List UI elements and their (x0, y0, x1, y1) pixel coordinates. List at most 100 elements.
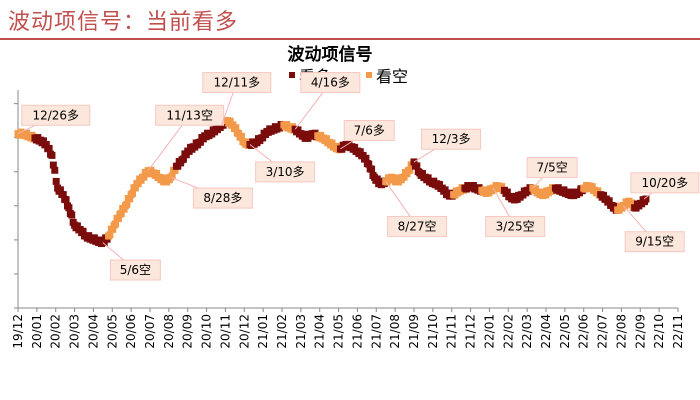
bear-signal-point (153, 170, 161, 178)
bull-signal-point (48, 151, 56, 159)
legend-label-bear: 看空 (376, 67, 408, 86)
x-tick-label: 20/02 (49, 314, 63, 349)
bull-signal-point (600, 191, 608, 199)
annotation-label: 8/28多 (203, 191, 242, 205)
x-tick-label: 21/04 (313, 314, 327, 349)
annotation-label: 7/5空 (536, 161, 567, 175)
bull-signal-point (362, 154, 370, 162)
bear-signal-point (129, 189, 137, 197)
x-tick-label: 22/07 (596, 314, 610, 349)
x-tick-label: 21/09 (407, 314, 421, 349)
bear-signal-point (498, 183, 506, 191)
bull-signal-point (605, 197, 613, 205)
annotation-box (421, 128, 482, 150)
x-tick-label: 20/07 (143, 314, 157, 349)
bear-signal-point (390, 174, 398, 182)
bear-signal-point (232, 124, 240, 132)
annotation-box (192, 187, 253, 209)
chart-axes: 19/12 20/01 20/02 20/03 20/04 20/05 20/06 20/07… (11, 90, 685, 349)
annotation-box (630, 172, 700, 194)
bear-signal-point (237, 132, 245, 140)
bull-signal-point (42, 141, 50, 148)
bull-signal-point (59, 191, 67, 199)
signal-chart: 波动项信号 看多 看空 19/1220/0120/0220/0320/0420/… (11, 44, 700, 349)
bear-signal-point (532, 185, 540, 193)
bull-signal-point (413, 162, 421, 170)
bull-signal-point (65, 204, 73, 212)
annotation-box (155, 104, 225, 126)
bear-signal-point (168, 172, 176, 180)
bull-signal-point (424, 174, 432, 182)
bear-signal-point (594, 187, 602, 195)
x-tick-label: 22/05 (558, 314, 572, 349)
x-tick-label: 22/02 (501, 314, 515, 349)
x-tick-label: 21/07 (369, 314, 383, 349)
x-tick-label: 21/01 (256, 314, 270, 349)
bull-signal-point (368, 165, 376, 173)
bear-signal-point (109, 225, 117, 233)
x-tick-label: 20/11 (218, 314, 232, 349)
bear-signal-point (158, 174, 166, 182)
signal-points (14, 117, 650, 248)
signal-annotations: 12/26多 5/6空 11/13空 8/28多 12/11多 3/10多 4/16多 7/6… (17, 72, 700, 281)
bear-signal-point (112, 220, 120, 228)
x-tick-label: 20/04 (86, 314, 100, 349)
x-tick-label: 22/10 (652, 314, 666, 349)
bull-signal-point (418, 170, 426, 178)
bear-signal-point (123, 200, 131, 208)
x-tick-label: 21/12 (464, 314, 478, 349)
x-tick-label: 21/10 (426, 314, 440, 349)
bear-signal-point (106, 231, 114, 239)
x-tick-label: 21/06 (350, 314, 364, 349)
bull-signal-point (351, 143, 359, 151)
annotation-box (485, 215, 546, 237)
bear-signal-point (120, 205, 128, 213)
annotation-label: 3/25空 (496, 219, 535, 233)
bear-signal-point (328, 139, 336, 147)
x-tick-label: 22/08 (614, 314, 628, 349)
bear-signal-point (322, 135, 330, 143)
annotation-label: 3/10多 (266, 165, 305, 179)
x-tick-label: 22/03 (520, 314, 534, 349)
x-tick-label: 20/06 (124, 314, 138, 349)
bear-signal-point (126, 195, 134, 203)
x-tick-label: 22/11 (671, 314, 685, 349)
annotation-label: 5/6空 (120, 263, 151, 277)
annotation-box (387, 215, 448, 237)
annotation-label: 9/15空 (635, 235, 674, 249)
bull-signal-point (441, 186, 449, 194)
annotation-label: 7/6多 (354, 124, 385, 138)
bear-signal-point (114, 214, 122, 222)
annotation-box (21, 104, 91, 126)
annotation-label: 4/16多 (311, 76, 350, 90)
annotation-box (624, 231, 685, 253)
annotation-box (343, 120, 395, 142)
bull-signal-point (365, 160, 373, 168)
bull-signal-point (56, 186, 64, 194)
bull-signal-point (45, 144, 53, 152)
annotation-box (300, 72, 361, 94)
x-tick-label: 21/11 (445, 314, 459, 349)
annotation-label: 11/13空 (166, 108, 213, 122)
bull-signal-point (79, 227, 87, 235)
bull-signal-point (373, 175, 381, 183)
bull-signal-point (52, 177, 60, 185)
annotation-box (255, 161, 316, 183)
x-tick-label: 20/10 (200, 314, 214, 349)
annotation-label: 12/26多 (32, 108, 79, 122)
chart-title: 波动项信号 (288, 44, 373, 65)
annotation-label: 8/27空 (398, 219, 437, 233)
x-tick-label: 22/04 (539, 314, 553, 349)
x-tick-label: 22/06 (577, 314, 591, 349)
bull-signal-point (300, 130, 308, 138)
x-tick-label: 20/08 (162, 314, 176, 349)
x-axis-ticks: 19/12 20/01 20/02 20/03 20/04 20/05 20/06 20/07… (11, 308, 685, 349)
bear-signal-point (117, 210, 125, 218)
page-title: 波动项信号：当前看多 (8, 10, 239, 35)
annotation-box (526, 157, 578, 179)
annotation-box (109, 259, 161, 281)
annotation-box (202, 72, 272, 94)
x-tick-label: 22/01 (482, 314, 496, 349)
bull-signal-point (49, 161, 57, 169)
